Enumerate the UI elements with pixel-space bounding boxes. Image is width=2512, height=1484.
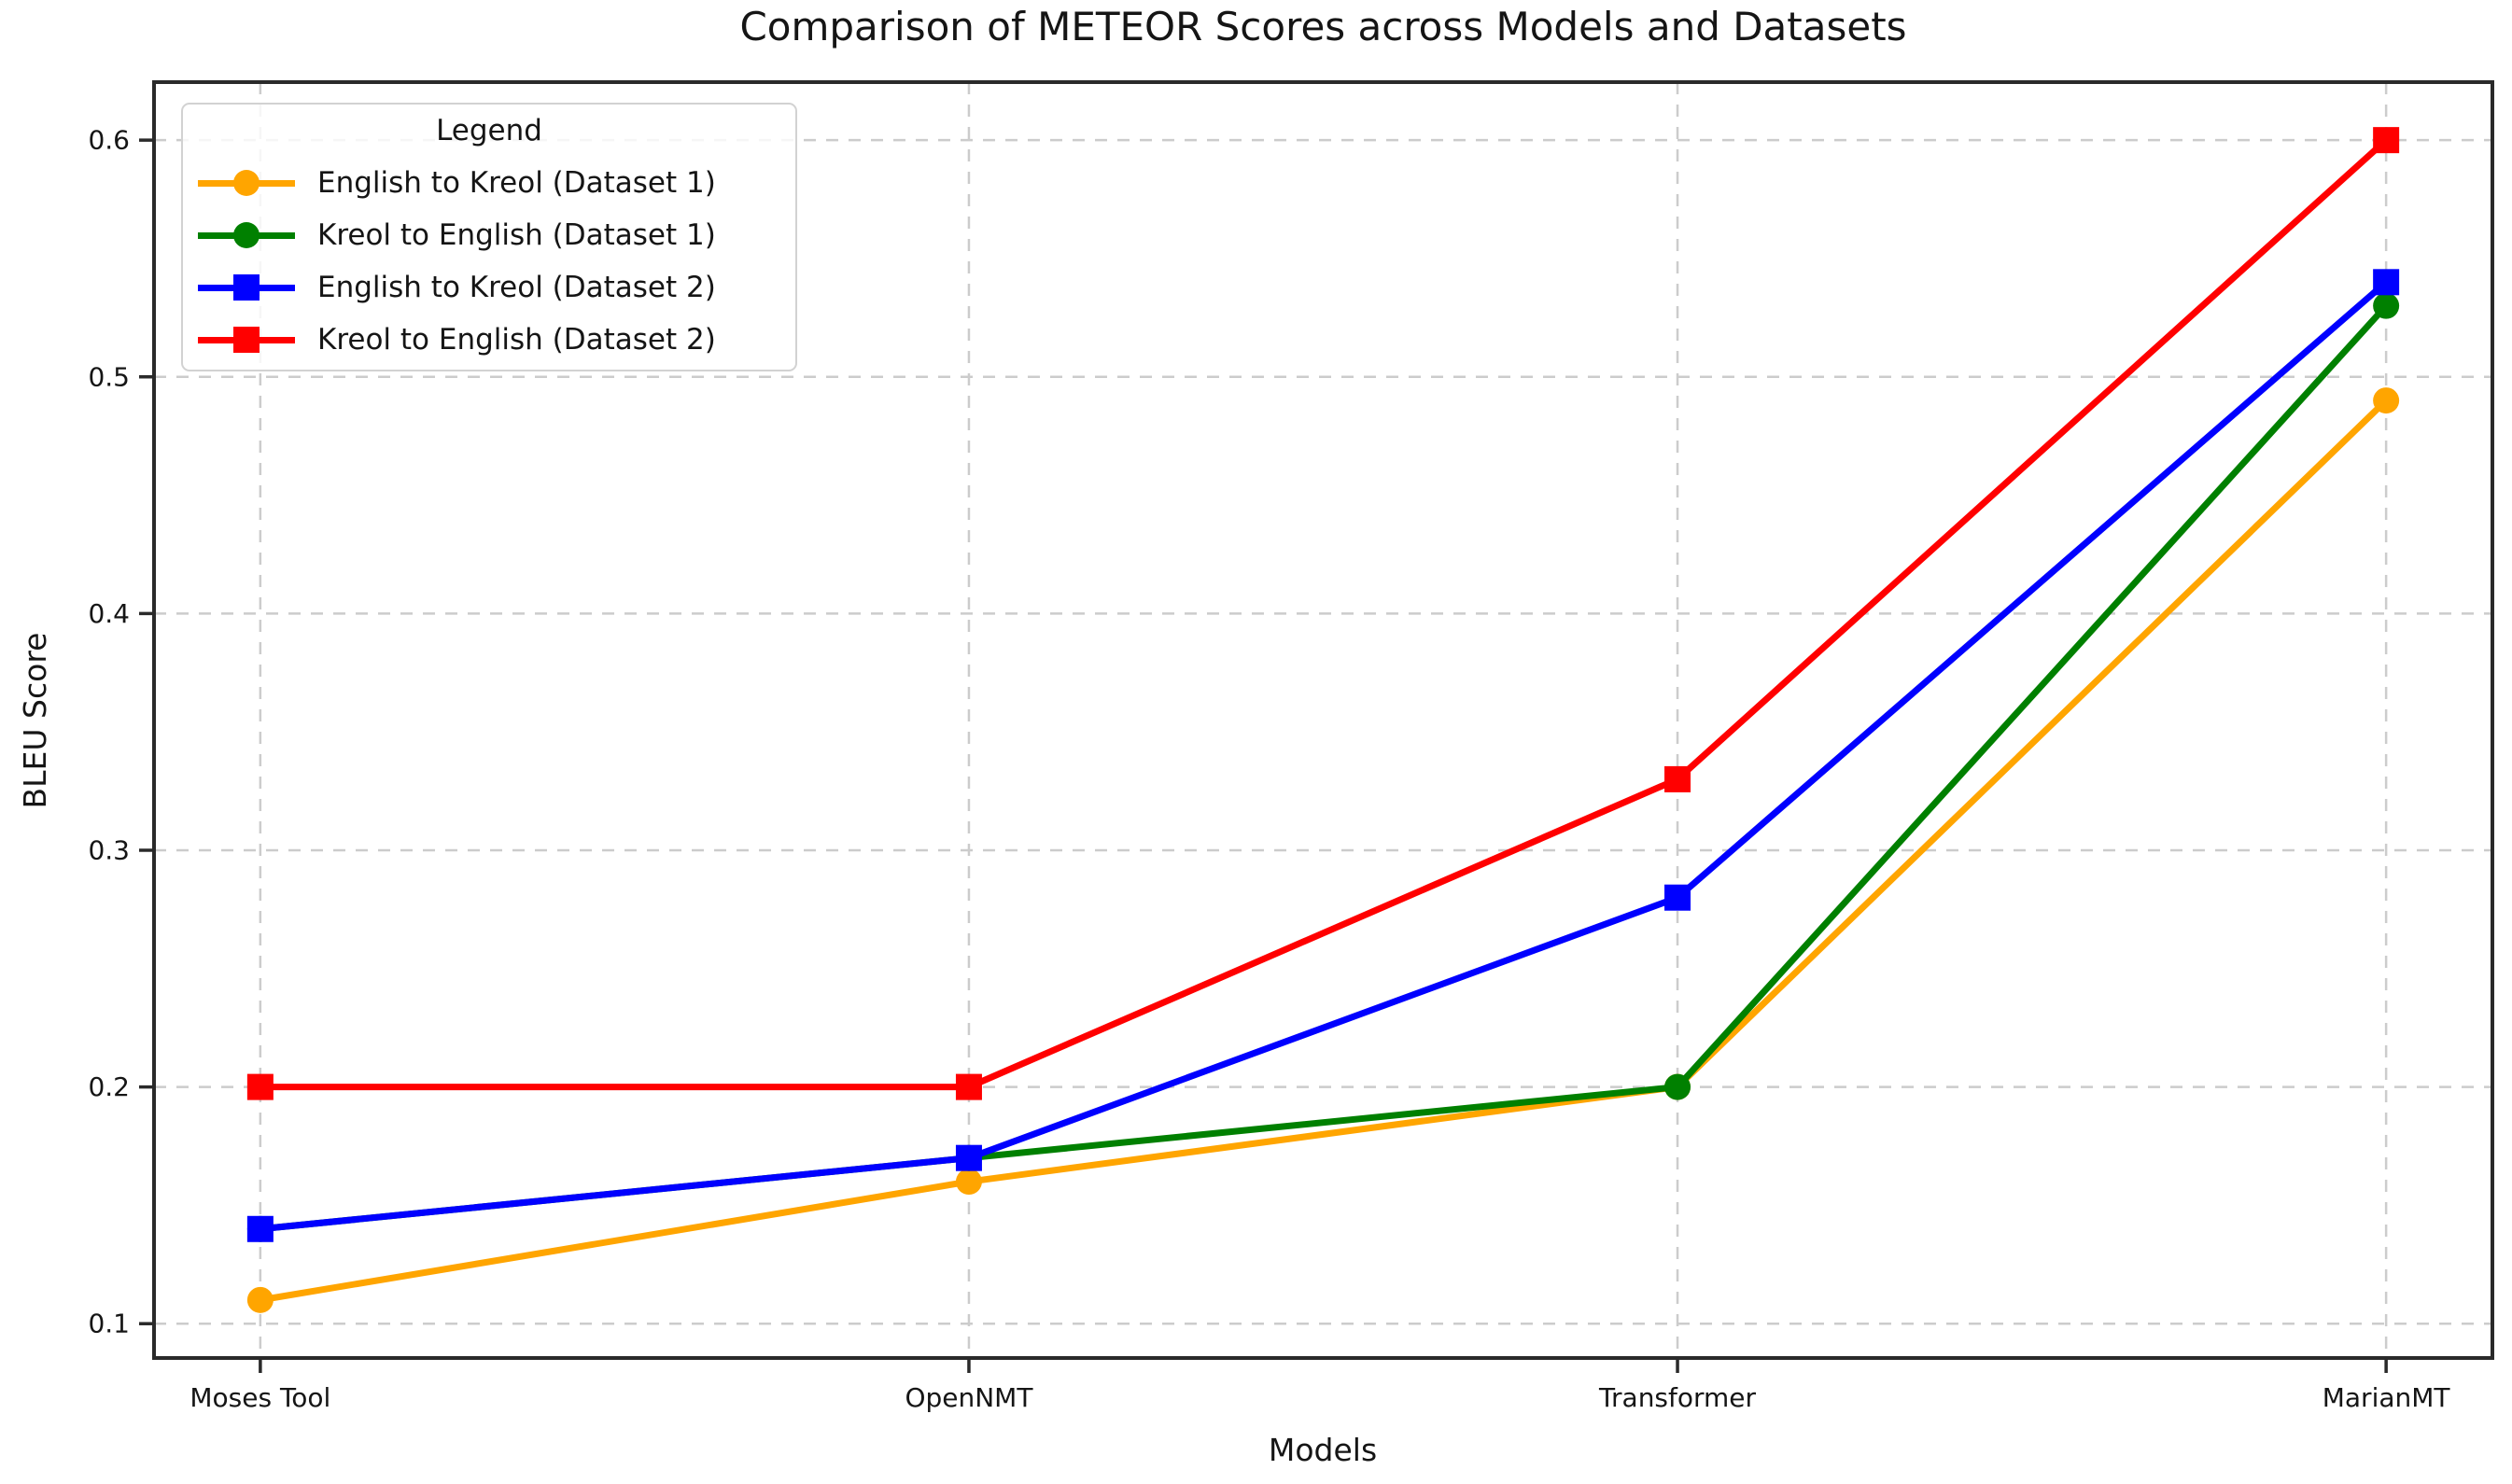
legend-item-label: English to Kreol (Dataset 2) xyxy=(317,271,716,304)
series-marker-circle xyxy=(2373,387,2400,414)
series-marker-circle xyxy=(1664,1073,1691,1100)
legend-title: Legend xyxy=(436,114,542,147)
legend-item-label: Kreol to English (Dataset 2) xyxy=(317,323,716,357)
legend-item-label: English to Kreol (Dataset 1) xyxy=(317,166,716,200)
series-marker-circle xyxy=(955,1169,982,1196)
series-marker-square xyxy=(2373,269,2400,296)
legend-line-marker-icon xyxy=(198,221,295,249)
series-marker-circle xyxy=(246,1286,274,1313)
series-marker-square xyxy=(955,1073,982,1100)
x-tick-label: Transformer xyxy=(1598,1382,1757,1413)
legend: Legend English to Kreol (Dataset 1) Kreo… xyxy=(181,103,797,371)
series-marker-square xyxy=(2373,127,2400,154)
x-axis-label: Models xyxy=(1268,1432,1378,1468)
series-marker-square xyxy=(246,1215,274,1242)
series-marker-circle xyxy=(2373,292,2400,319)
legend-rows: English to Kreol (Dataset 1) Kreol to En… xyxy=(183,157,795,366)
y-tick-label: 0.6 xyxy=(88,125,130,156)
plot-border xyxy=(152,80,2494,1360)
y-tick-label: 0.5 xyxy=(88,361,130,392)
x-tick-label: Moses Tool xyxy=(189,1382,330,1413)
legend-line-marker-icon xyxy=(198,169,295,197)
series-marker-square xyxy=(1664,765,1691,792)
series-line xyxy=(260,137,2389,1091)
series-line xyxy=(260,398,2389,1304)
series-line xyxy=(260,303,2389,1233)
legend-item: Kreol to English (Dataset 2) xyxy=(183,314,795,366)
x-tick-label: MarianMT xyxy=(2323,1382,2451,1413)
y-tick-label: 0.4 xyxy=(88,598,130,629)
legend-line-marker-icon xyxy=(198,326,295,354)
chart-title: Comparison of METEOR Scores across Model… xyxy=(739,4,1907,49)
legend-item: English to Kreol (Dataset 1) xyxy=(183,157,795,209)
legend-item: Kreol to English (Dataset 1) xyxy=(183,209,795,261)
series-marker-square xyxy=(955,1144,982,1171)
series-line xyxy=(260,279,2389,1233)
y-tick-label: 0.1 xyxy=(88,1309,130,1339)
y-tick-label: 0.3 xyxy=(88,834,130,865)
series-marker-square xyxy=(246,1073,274,1100)
y-tick-label: 0.2 xyxy=(88,1071,130,1102)
series-marker-square xyxy=(1664,884,1691,911)
y-axis-label: BLEU Score xyxy=(17,632,53,809)
x-tick-label: OpenNMT xyxy=(905,1382,1033,1413)
legend-item-label: Kreol to English (Dataset 1) xyxy=(317,218,716,252)
legend-item: English to Kreol (Dataset 2) xyxy=(183,261,795,314)
legend-line-marker-icon xyxy=(198,273,295,301)
